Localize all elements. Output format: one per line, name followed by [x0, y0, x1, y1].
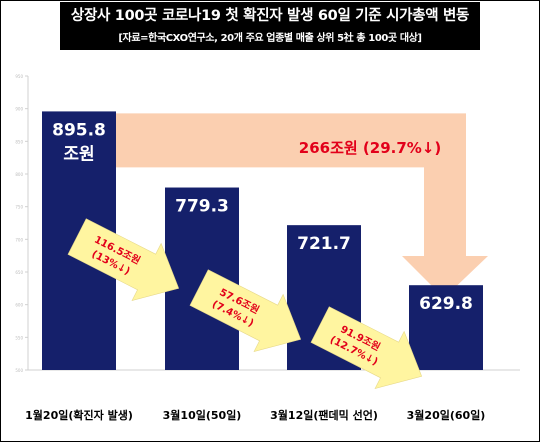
y-tick-label: 750: [15, 205, 23, 210]
bar: [165, 187, 239, 370]
y-tick-label: 700: [15, 237, 23, 242]
bar: [409, 285, 483, 370]
chart-header: 상장사 100곳 코로나19 첫 확진자 발생 60일 기준 시가총액 변동 […: [60, 2, 480, 50]
bar-value-unit: 조원: [63, 144, 94, 164]
category-label: 3월12일(팬데믹 선언): [270, 408, 378, 422]
step-arrow-shape: [67, 218, 180, 301]
total-change-label: 266조원 (29.7%↓): [299, 139, 441, 157]
bar-value-label: 721.7: [297, 234, 351, 254]
category-label: 3월20일(60일): [407, 408, 486, 422]
category-label: 3월10일(50일): [163, 408, 242, 422]
total-change-arrow: [116, 113, 488, 298]
step-arrow-shape: [189, 269, 302, 352]
category-label: 1월20일(확진자 발생): [25, 408, 133, 422]
step-arrows: 116.5조원(13%↓)57.6조원(7.4%↓)91.9조원(12.7%↓): [67, 218, 423, 389]
chart-source: [자료=한국CXO연구소, 20개 주요 업종별 매출 상위 5社 총 100곳…: [118, 33, 422, 44]
y-tick-label: 850: [15, 139, 23, 144]
step-arrow: 116.5조원(13%↓): [67, 218, 180, 301]
y-tick-label: 600: [15, 303, 23, 308]
chart-title: 상장사 100곳 코로나19 첫 확진자 발생 60일 기준 시가총액 변동: [70, 8, 470, 24]
y-tick-label: 900: [15, 107, 23, 112]
bar-value-label: 779.3: [175, 197, 229, 217]
y-tick-label: 950: [15, 74, 23, 79]
y-tick-label: 800: [15, 172, 23, 177]
bar-value-label: 629.8: [419, 294, 473, 314]
bar-value-label: 895.8: [52, 120, 106, 140]
total-arrow-shape: [116, 113, 488, 298]
y-tick-label: 500: [15, 368, 23, 373]
y-tick-label: 550: [15, 335, 23, 340]
y-tick-label: 650: [15, 270, 23, 275]
step-arrow-shape: [310, 306, 423, 389]
step-arrow: 91.9조원(12.7%↓): [310, 306, 423, 389]
